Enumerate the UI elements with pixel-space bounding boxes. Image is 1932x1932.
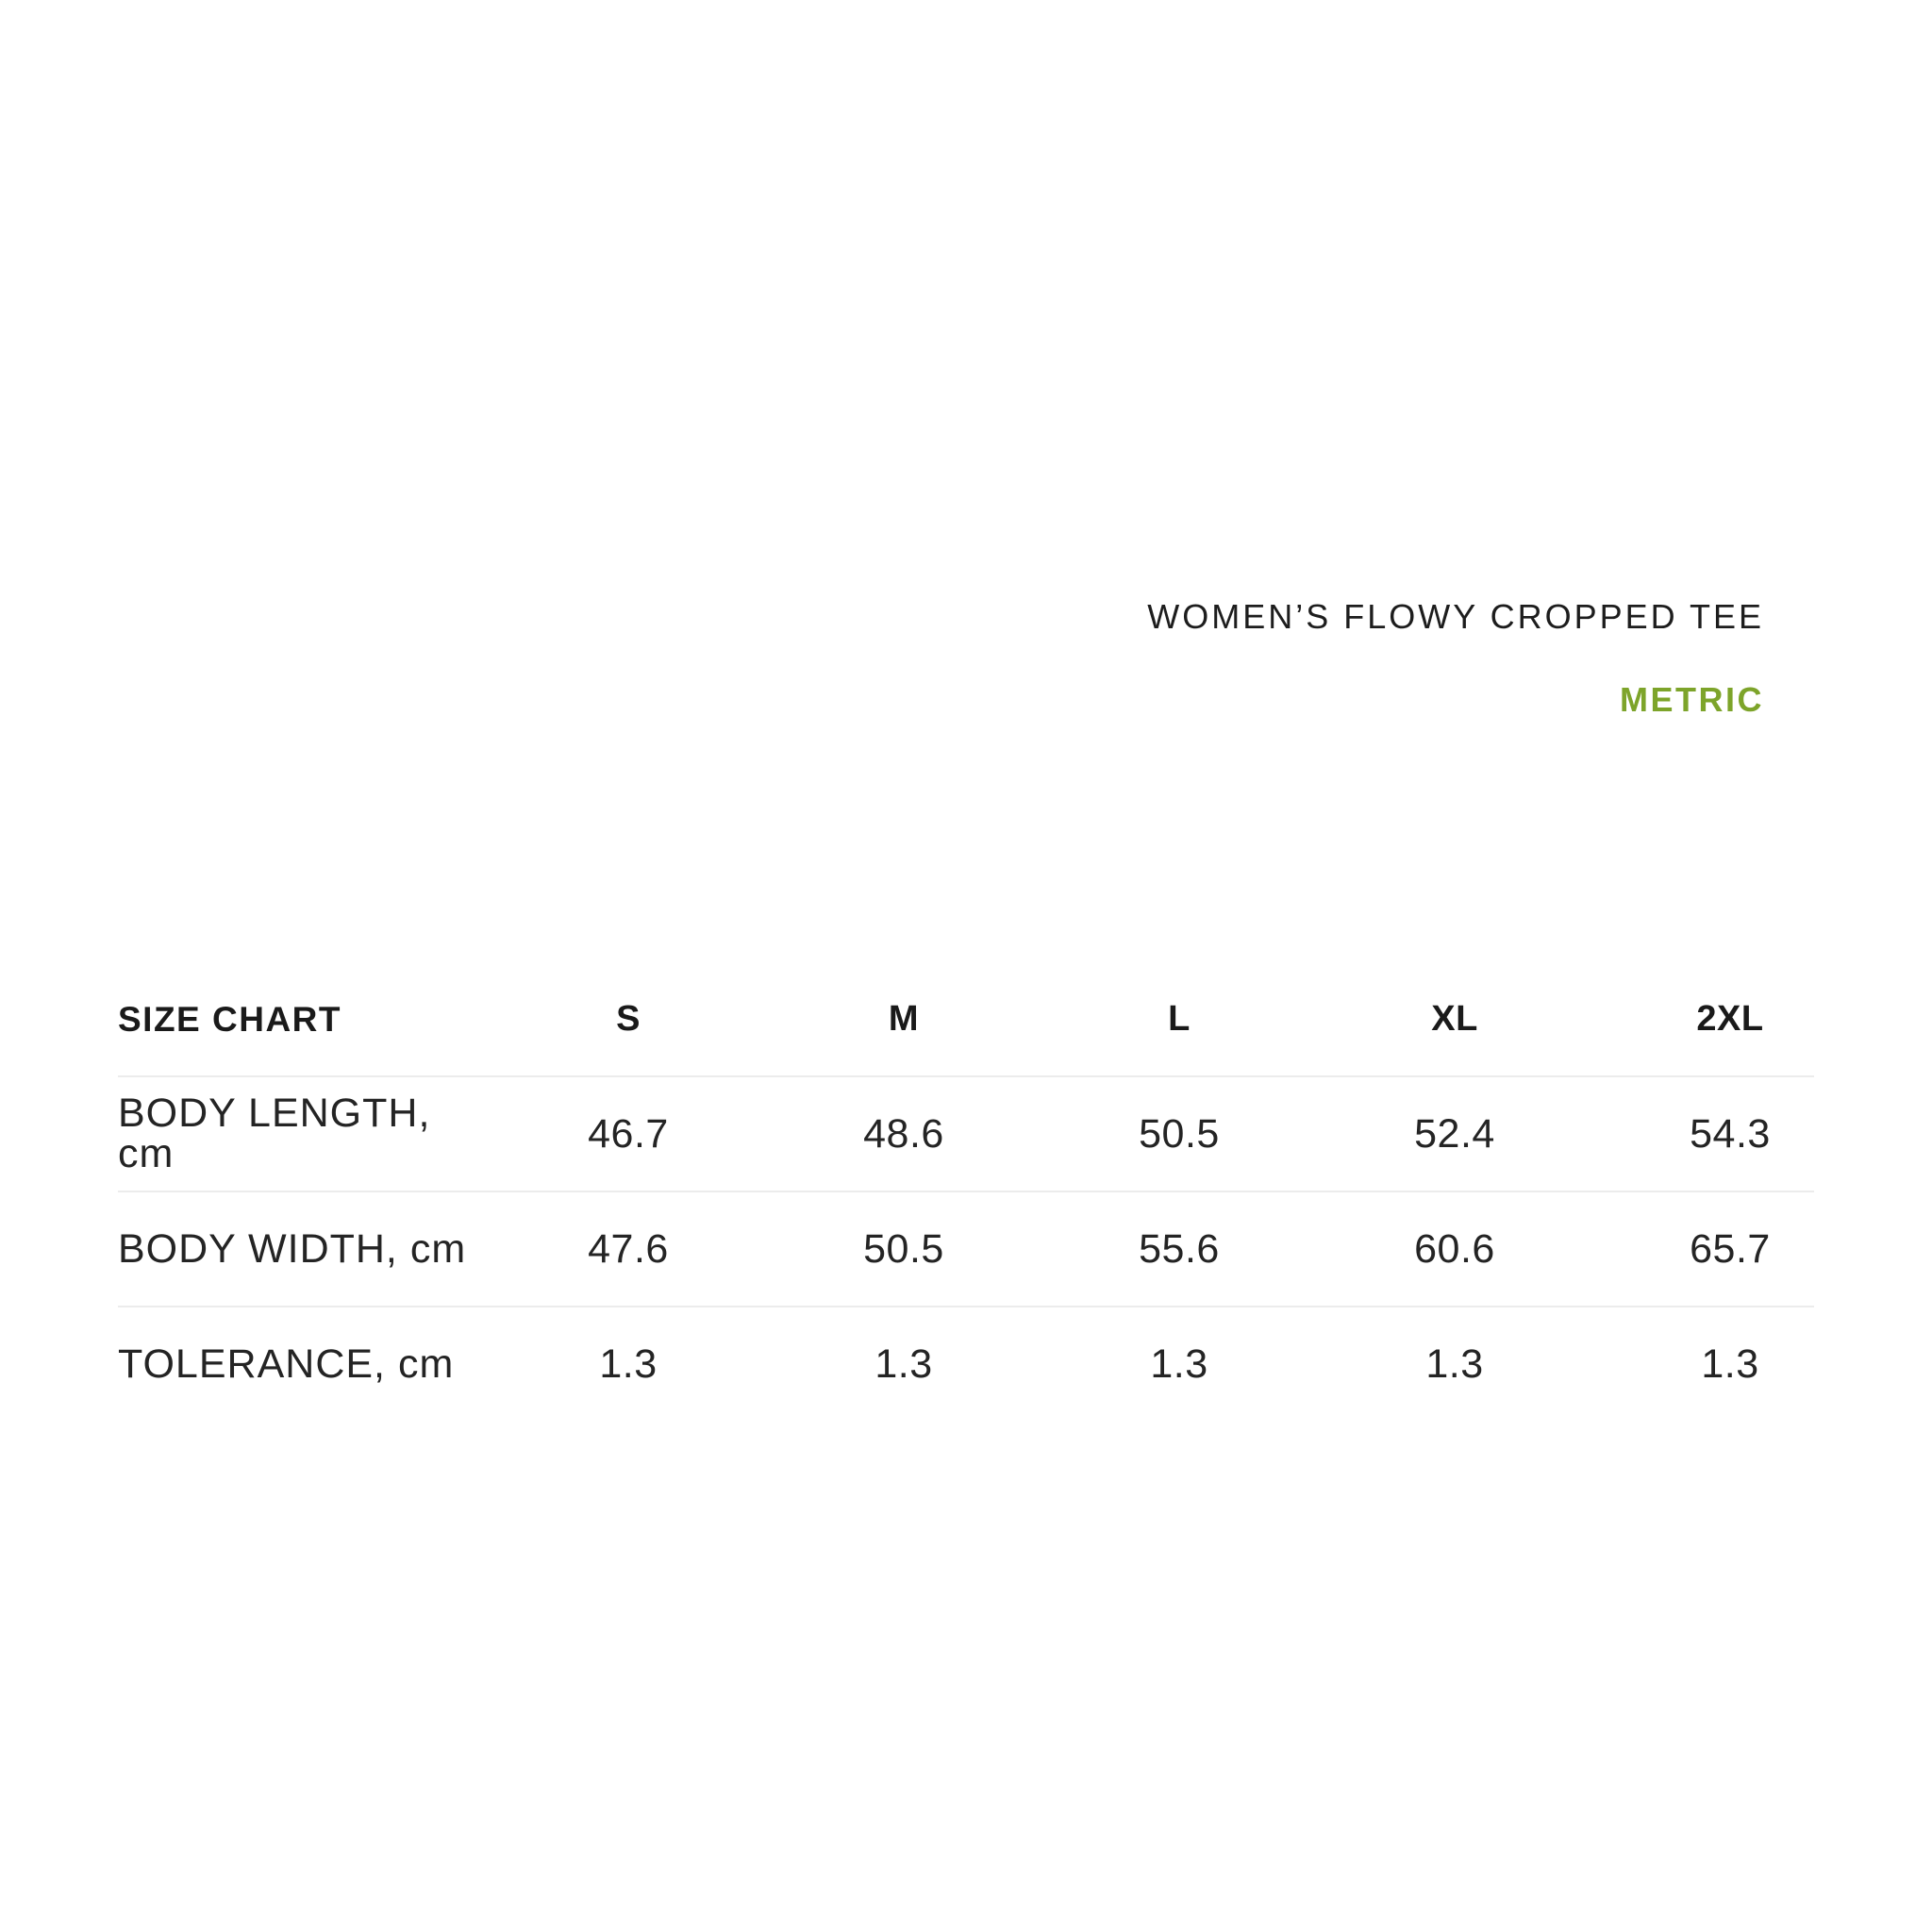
column-header-xl: XL: [1431, 999, 1478, 1039]
table-cell: 52.4: [1414, 1110, 1495, 1157]
table-row-body-width: BODY WIDTH, cm 47.6 50.5 55.6 60.6 65.7: [118, 1192, 1814, 1306]
row-label: TOLERANCE, cm: [118, 1341, 455, 1387]
size-chart-title: SIZE CHART: [118, 999, 341, 1039]
table-cell: 1.3: [1425, 1341, 1484, 1387]
table-cell: 1.3: [874, 1341, 933, 1387]
table-cell: 55.6: [1139, 1225, 1220, 1272]
row-label: BODY LENGTH, cm: [118, 1091, 431, 1176]
column-header-m: M: [888, 999, 920, 1039]
row-divider: [118, 1306, 1814, 1307]
table-cell: 50.5: [863, 1225, 944, 1272]
row-divider: [118, 1075, 1814, 1077]
column-header-s: S: [616, 999, 641, 1039]
table-cell: 65.7: [1690, 1225, 1771, 1272]
table-cell: 48.6: [863, 1110, 944, 1157]
table-cell: 1.3: [1150, 1341, 1208, 1387]
row-divider: [118, 1191, 1814, 1192]
size-chart-header-row: SIZE CHART S M L XL 2XL: [118, 962, 1814, 1075]
size-chart-table: SIZE CHART S M L XL 2XL BODY LENGTH, cm …: [118, 962, 1814, 1421]
column-header-l: L: [1168, 999, 1191, 1039]
row-label: BODY WIDTH, cm: [118, 1225, 467, 1272]
table-cell: 47.6: [588, 1225, 669, 1272]
product-title: WOMEN’S FLOWY CROPPED TEE: [1147, 597, 1764, 636]
table-cell: 1.3: [599, 1341, 658, 1387]
table-cell: 1.3: [1701, 1341, 1759, 1387]
column-header-2xl: 2XL: [1696, 999, 1764, 1039]
metric-unit-toggle[interactable]: METRIC: [1620, 680, 1764, 719]
table-row-body-length: BODY LENGTH, cm 46.7 48.6 50.5 52.4 54.3: [118, 1077, 1814, 1191]
table-cell: 50.5: [1139, 1110, 1220, 1157]
table-cell: 46.7: [588, 1110, 669, 1157]
table-cell: 60.6: [1414, 1225, 1495, 1272]
table-row-tolerance: TOLERANCE, cm 1.3 1.3 1.3 1.3 1.3: [118, 1307, 1814, 1421]
title-block: WOMEN’S FLOWY CROPPED TEE METRIC: [1147, 600, 1764, 717]
table-cell: 54.3: [1690, 1110, 1771, 1157]
